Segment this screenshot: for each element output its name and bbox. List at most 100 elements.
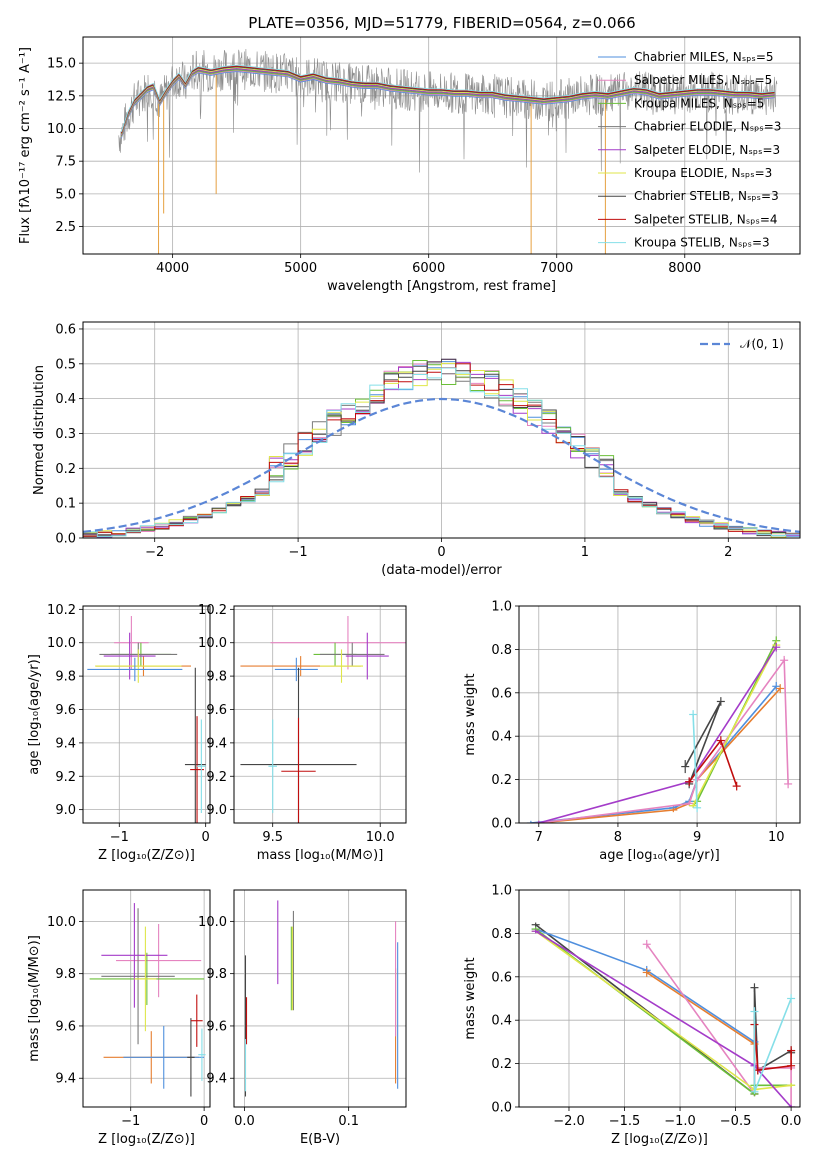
x-axis-label: age [log₁₀(age/yr)]	[599, 848, 720, 863]
data-point	[320, 642, 385, 667]
y-tick-label: 0.4	[55, 392, 76, 407]
y-tick-label: 9.8	[206, 670, 227, 685]
x-axis-label: wavelength [Angstrom, rest frame]	[327, 279, 556, 294]
y-tick-label: 9.4	[55, 736, 76, 751]
y-tick-label: 9.4	[206, 1072, 227, 1087]
legend-label: Salpeter ELODIE, Nₛₚₛ=3	[634, 143, 780, 157]
x-tick-label: −1	[121, 1114, 140, 1129]
legend-label: Kroupa ELODIE, Nₛₚₛ=3	[634, 166, 772, 180]
data-point	[103, 632, 156, 680]
y-tick-label: 0.6	[491, 686, 512, 701]
grid	[234, 606, 406, 823]
x-tick-label: 0	[200, 1114, 208, 1129]
y-tick-label: 9.8	[55, 670, 76, 685]
y-tick-label: 1.0	[491, 884, 512, 899]
axes-residuals: −2 −1 0 1 2 0.0 0.1 0.2 0.3 0.4 0.5 0.6 (data-model)…	[32, 321, 801, 578]
model-line-chabrier-miles	[120, 71, 775, 139]
legend: 𝒩(0, 1)	[700, 337, 784, 351]
y-tick-label: 0.1	[55, 497, 76, 512]
y-tick-label: 10.0	[198, 915, 227, 930]
y-tick-label: 10.2	[198, 603, 227, 618]
axes-mass_vs_z: −1 0 9.4 9.6 9.8 10.0 Z [log₁₀(Z/Z⊙)] mass [log…	[27, 889, 211, 1147]
legend-label: 𝒩(0, 1)	[740, 337, 784, 351]
axes-frame	[518, 605, 801, 824]
axes-spectrum: 4000 5000 6000 7000 8000 2.5 5.0 7.5 10.0 12.5 15.…	[18, 36, 801, 294]
y-axis-label: mass [log₁₀(M/M⊙)]	[27, 935, 42, 1062]
series-orange	[534, 684, 785, 823]
x-axis-label: mass [log₁₀(M/M⊙)]	[257, 848, 384, 863]
x-axis-label: Z [log₁₀(Z/Z⊙)]	[611, 1132, 708, 1147]
x-tick-label: −2	[145, 545, 164, 560]
data-point	[134, 926, 157, 1032]
y-tick-label: 0.5	[55, 357, 76, 372]
y-tick-label: 0.0	[491, 1101, 512, 1116]
y-tick-label: 0.8	[491, 643, 512, 658]
legend-label: Chabrier MILES, Nₛₚₛ=5	[634, 50, 774, 64]
x-tick-label: 2	[724, 545, 732, 560]
series-line	[692, 714, 698, 808]
y-axis-label: mass weight	[463, 957, 478, 1039]
plot-area	[89, 903, 206, 1097]
plot-area	[244, 900, 399, 1097]
x-tick-label: 10	[768, 830, 785, 845]
series-kroupa-stelib	[689, 710, 702, 813]
series-line	[538, 657, 789, 823]
x-tick-label: 7	[535, 830, 543, 845]
plot-area	[526, 636, 793, 823]
data-point	[198, 1028, 206, 1081]
y-tick-label: 0.6	[491, 970, 512, 985]
axes-age_vs_mass: 9.5 10.0 9.0 9.2 9.4 9.6 9.8 10.0 10.2 mass [log₁…	[198, 603, 407, 863]
data-point	[197, 719, 206, 813]
data-point	[114, 616, 149, 670]
y-tick-label: 15.0	[47, 57, 76, 72]
x-tick-label: 0	[437, 545, 445, 560]
axes-frame	[233, 605, 407, 824]
legend-label: Kroupa STELIB, Nₛₚₛ=3	[634, 236, 770, 250]
model-line-salpeter-miles	[120, 70, 775, 138]
data-point	[101, 903, 168, 1008]
y-tick-label: 0.2	[491, 773, 512, 788]
y-tick-label: 0.8	[491, 927, 512, 942]
model-line-kroupa-elodie	[120, 67, 775, 135]
series-kroupa-elodie	[689, 640, 781, 808]
legend: Chabrier MILES, Nₛₚₛ=5 Salpeter MILES, Nₛ…	[598, 50, 781, 250]
legend-label: Chabrier STELIB, Nₛₚₛ=3	[634, 189, 779, 203]
data-point	[281, 717, 316, 823]
y-tick-label: 9.8	[55, 967, 76, 982]
data-point	[116, 923, 202, 998]
y-axis-label: Normed distribution	[32, 365, 47, 495]
y-tick-label: 9.6	[206, 703, 227, 718]
data-point	[274, 657, 318, 682]
x-tick-label: −2.0	[553, 1114, 585, 1129]
model-line-chabrier-elodie	[120, 68, 775, 136]
axes-mass_vs_ebv: 0.0 0.1 9.4 9.6 9.8 10.0 E(B-V)	[198, 889, 407, 1147]
y-tick-label: 9.6	[206, 1019, 227, 1034]
y-tick-label: 9.0	[55, 803, 76, 818]
legend-label: Salpeter MILES, Nₛₚₛ=5	[634, 73, 772, 87]
x-tick-label: 0.1	[338, 1114, 359, 1129]
x-tick-label: 6000	[412, 261, 445, 276]
normal-curve	[83, 397, 800, 533]
data-point	[87, 657, 183, 682]
x-tick-label: 0	[202, 830, 210, 845]
y-tick-label: 0.4	[491, 730, 512, 745]
plot-area	[83, 358, 800, 538]
axes-frame	[82, 889, 211, 1108]
legend-label: Salpeter STELIB, Nₛₚₛ=4	[634, 212, 778, 226]
model-line-kroupa-stelib	[120, 64, 775, 133]
x-axis-label: E(B-V)	[300, 1132, 340, 1147]
y-tick-label: 5.0	[55, 187, 76, 202]
y-tick-label: 7.5	[55, 155, 76, 170]
x-tick-label: 7000	[540, 261, 573, 276]
y-tick-label: 10.2	[47, 603, 76, 618]
x-tick-label: 8	[614, 830, 622, 845]
series-salpeter-elodie	[534, 642, 781, 823]
y-tick-label: 2.5	[55, 220, 76, 235]
y-tick-label: 9.6	[55, 703, 76, 718]
series-salpeter-stelib	[685, 736, 741, 791]
y-tick-label: 9.4	[206, 736, 227, 751]
y-tick-label: 9.6	[55, 1019, 76, 1034]
axes-frame	[82, 36, 801, 255]
plot-area	[240, 616, 406, 823]
